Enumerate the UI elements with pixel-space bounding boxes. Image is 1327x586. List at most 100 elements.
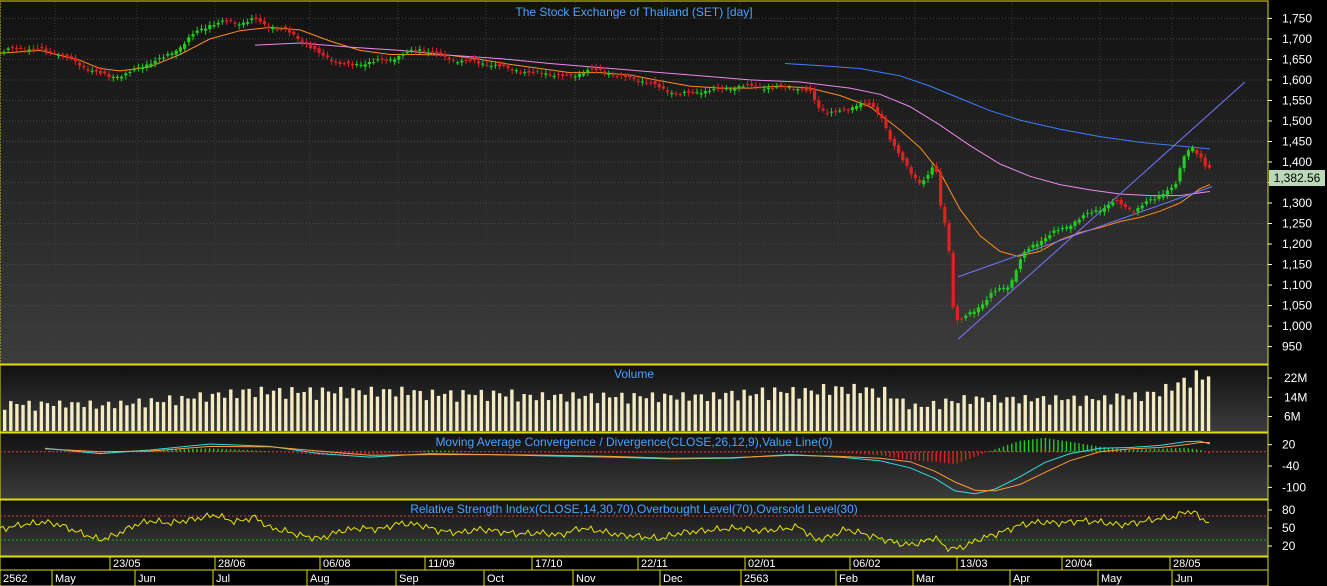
candle-body <box>708 90 712 92</box>
candle-body <box>351 63 355 66</box>
volume-bar <box>449 390 453 431</box>
candle-body <box>187 37 191 43</box>
volume-bar <box>803 388 807 431</box>
candle-body <box>451 59 455 61</box>
volume-bar <box>1054 395 1058 431</box>
rsi-y-tick-label: 80 <box>1282 503 1296 517</box>
candle-body <box>199 28 203 30</box>
volume-bar <box>45 403 50 431</box>
candle-body <box>1207 164 1211 168</box>
volume-bar <box>119 400 123 431</box>
candle-body <box>1178 168 1182 182</box>
volume-bar <box>326 391 331 431</box>
volume-bar <box>931 400 936 431</box>
volume-bar <box>498 393 502 431</box>
candle-body <box>1128 207 1132 210</box>
candle-body <box>468 59 472 61</box>
volume-bar <box>675 399 679 431</box>
macd-y-tick-label: -100 <box>1282 480 1306 494</box>
candle-body <box>968 312 972 315</box>
volume-bar <box>919 406 924 431</box>
candle-body <box>1191 147 1195 152</box>
volume-bar <box>986 402 991 431</box>
volume-bar <box>461 390 465 431</box>
volume-bar <box>180 395 184 431</box>
volume-bar <box>216 392 221 431</box>
price-y-tick-label: 1,450 <box>1282 134 1312 148</box>
candle-body <box>31 48 35 50</box>
price-y-tick-label: 1,250 <box>1282 217 1312 231</box>
candle-body <box>808 88 812 92</box>
candle-body <box>779 84 783 86</box>
candle-body <box>1157 195 1161 200</box>
candle-body <box>15 47 19 49</box>
volume-bar <box>907 409 911 431</box>
candle-body <box>741 86 745 88</box>
candle-body <box>565 74 569 76</box>
volume-bar <box>614 397 618 431</box>
candle-body <box>800 88 804 90</box>
candle-body <box>183 43 187 49</box>
volume-bar <box>968 403 972 431</box>
macd-line <box>44 440 1211 495</box>
candle-body <box>309 44 313 49</box>
candle-body <box>960 318 964 320</box>
volume-bar <box>1158 396 1162 431</box>
candle-body <box>1023 251 1027 258</box>
volume-bar <box>161 402 166 431</box>
candle-body <box>124 73 128 76</box>
volume-bar <box>669 395 673 431</box>
volume-bar <box>333 393 337 431</box>
volume-bar <box>27 400 31 431</box>
candle-body <box>204 28 208 31</box>
candle-body <box>178 47 182 52</box>
volume-bar <box>1029 401 1034 431</box>
candle-body <box>27 49 31 51</box>
volume-bar <box>993 395 997 431</box>
candle-body <box>330 59 334 62</box>
volume-bar <box>510 389 514 431</box>
candle-body <box>6 48 10 50</box>
candle-body <box>813 90 817 100</box>
candle-body <box>540 72 544 74</box>
x-axis-upper-label: 20/04 <box>1065 558 1093 570</box>
candle-body <box>300 40 304 43</box>
x-axis-lower-label: Apr <box>1013 573 1030 585</box>
macd-signal-line <box>44 442 1210 492</box>
candle-body <box>976 307 980 313</box>
candle-body <box>926 175 930 179</box>
candle-body <box>729 89 733 91</box>
volume-bar <box>1139 401 1144 431</box>
volume-bar <box>15 403 19 431</box>
volume-bar <box>479 389 484 431</box>
candle-body <box>775 86 779 88</box>
candle-body <box>254 17 258 20</box>
candle-body <box>1014 270 1018 282</box>
candle-body <box>598 68 602 70</box>
volume-bar <box>1011 396 1015 431</box>
candle-body <box>1153 199 1157 201</box>
candle-body <box>817 100 821 108</box>
candle-body <box>157 58 161 60</box>
candle-body <box>1086 212 1090 214</box>
candle-body <box>69 55 73 59</box>
volume-bar <box>711 392 716 431</box>
candle-body <box>523 72 527 74</box>
candle-body <box>594 68 598 71</box>
volume-bar <box>980 397 985 431</box>
x-axis-lower-label: Sep <box>399 573 419 585</box>
candle-body <box>107 74 111 77</box>
macd-y-axis: 20 -40 -100 <box>1268 438 1306 494</box>
candle-body <box>577 73 581 77</box>
x-axis-upper-label: 06/08 <box>323 558 351 570</box>
volume-bar <box>284 398 288 431</box>
trend-channel <box>957 81 1246 340</box>
volume-bar <box>638 396 642 431</box>
volume-bar <box>546 400 551 431</box>
candle-body <box>821 108 825 111</box>
volume-bar <box>1005 397 1009 431</box>
candle-body <box>619 74 623 76</box>
x-axis-upper-label: 02/01 <box>748 558 776 570</box>
candle-body <box>1031 244 1035 248</box>
price-y-tick-label: 1,150 <box>1282 258 1312 272</box>
